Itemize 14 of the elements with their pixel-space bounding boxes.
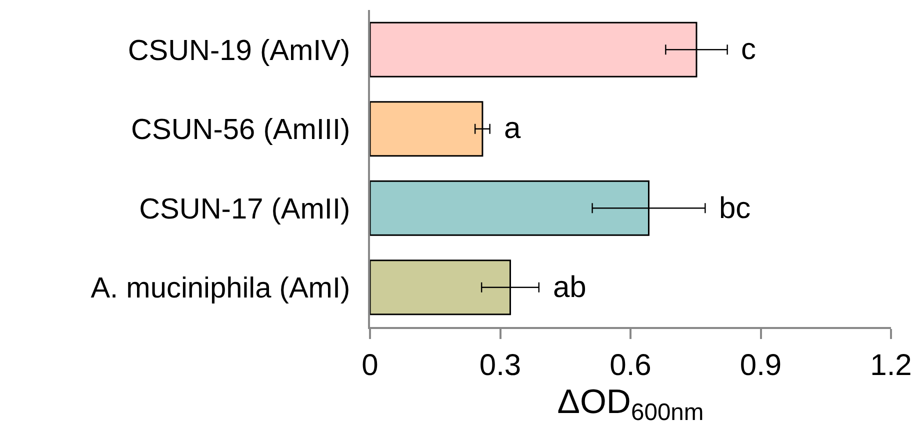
annotation: ab	[553, 271, 586, 304]
y-tick-label: CSUN-17 (AmII)	[139, 193, 350, 226]
x-tick-label: 0	[362, 349, 378, 382]
x-tick-label: 1.2	[870, 349, 912, 382]
y-tick-label: CSUN-56 (AmIII)	[131, 114, 350, 146]
annotation: a	[504, 112, 521, 145]
y-tick-label: A. muciniphila (AmI)	[90, 272, 350, 305]
annotation: c	[741, 33, 756, 66]
x-axis-title: ΔOD$_{600nm}$	[557, 382, 704, 426]
x-tick-label: 0.9	[740, 349, 782, 382]
x-tick-label: 0.3	[479, 349, 522, 382]
x-tick-label: 0.6	[610, 349, 652, 382]
y-tick-label: CSUN-19 (AmIV)	[128, 34, 350, 67]
annotation: bc	[719, 192, 751, 225]
